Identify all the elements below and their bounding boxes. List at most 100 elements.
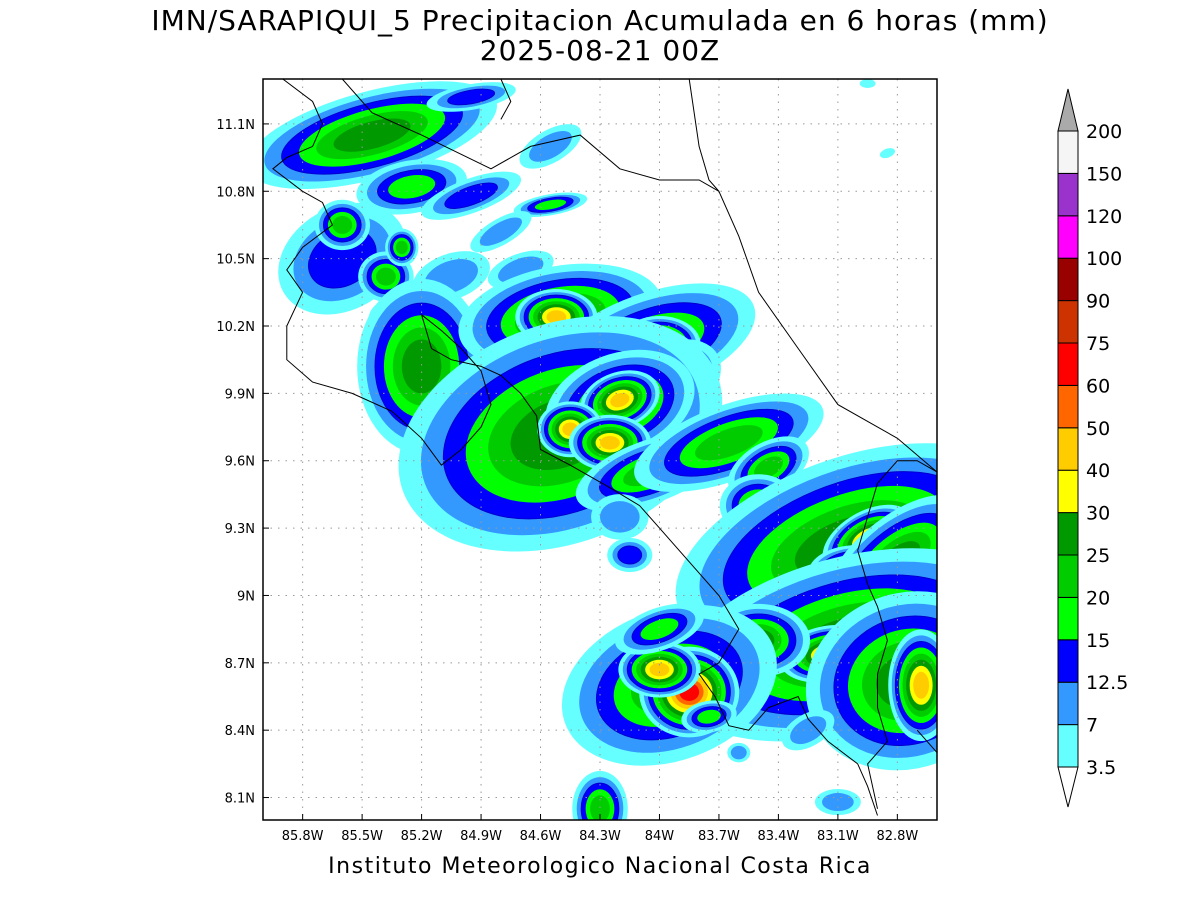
precip-contour — [479, 217, 522, 246]
precip-cell-26 — [568, 414, 652, 471]
tick-label-lat: 10.2N — [216, 320, 255, 335]
colorbar: 3.5 7 12.5 15 20 25 30 40 50 60 75 90 100 120 150 200 — [1057, 88, 1128, 808]
footer-credit: Instituto Meteorologico Nacional Costa R… — [328, 854, 872, 879]
colorbar-label: 50 — [1086, 418, 1110, 440]
precip-cell-4 — [421, 171, 522, 220]
colorbar-label: 30 — [1086, 503, 1110, 525]
tick-label-lat: 9.9N — [225, 387, 255, 402]
tick-label-lat: 9.6N — [225, 455, 255, 470]
precip-cell-8 — [314, 199, 371, 251]
tick-label-lon: 85.2W — [401, 829, 443, 844]
tick-label-lon: 83.7W — [698, 829, 740, 844]
colorbar-swatch — [1057, 639, 1079, 683]
precip-cell-52 — [781, 710, 835, 751]
tick-label-lon: 85.5W — [341, 829, 383, 844]
tick-label-lat: 8.1N — [225, 792, 255, 807]
precip-cell-33 — [607, 537, 653, 573]
precip-contour — [913, 671, 930, 699]
colorbar-under-arrow — [1057, 766, 1079, 808]
precip-contour — [640, 618, 679, 640]
tick-label-lon: 83.4W — [758, 829, 800, 844]
precip-contour — [332, 215, 353, 234]
colorbar-swatch — [1057, 596, 1079, 641]
colorbar-label: 90 — [1086, 291, 1110, 313]
colorbar-swatch — [1057, 300, 1079, 344]
precip-cell-55 — [859, 79, 876, 88]
precip-contour — [375, 267, 396, 286]
colorbar-swatch — [1057, 257, 1079, 302]
tick-label-lon: 83.1W — [817, 829, 859, 844]
tick-label-lon: 82.8W — [876, 829, 918, 844]
coastline — [688, 79, 937, 473]
tick-label-lon: 85.8W — [282, 829, 324, 844]
precip-contour — [401, 339, 442, 394]
precip-contour — [695, 425, 763, 461]
colorbar-label: 150 — [1086, 163, 1122, 185]
tick-label-lat: 8.4N — [225, 724, 255, 739]
coastline — [500, 79, 512, 120]
coastlines-layer — [272, 79, 937, 816]
tick-label-lat: 8.7N — [225, 657, 255, 672]
precip-cell-6 — [470, 211, 532, 253]
precip-cell-47 — [618, 641, 701, 698]
precip-contour — [388, 174, 436, 199]
precip-contour — [534, 199, 567, 210]
precip-cell-2 — [519, 124, 582, 169]
map-title: IMN/SARAPIQUI_5 Precipitacion Acumulada … — [151, 4, 1049, 37]
tick-label-lat: 10.8N — [216, 185, 255, 200]
colorbar-label: 120 — [1086, 206, 1122, 228]
precip-contour — [529, 131, 572, 162]
precip-cell-50 — [572, 771, 628, 820]
colorbar-swatch — [1057, 342, 1079, 386]
colorbar-swatch — [1057, 554, 1079, 598]
colorbar-swatch — [1057, 427, 1079, 471]
colorbar-swatch — [1057, 172, 1079, 217]
colorbar-label: 15 — [1086, 630, 1110, 652]
precip-contour — [600, 436, 620, 450]
precip-cell-44 — [888, 629, 937, 742]
tick-label-lat: 9N — [237, 589, 255, 604]
precip-cell-54 — [879, 148, 896, 159]
axis-ticks-layer: 85.8W 85.5W 85.2W 84.9W 84.6W 84.3W 84W 83.7W 83… — [216, 118, 918, 844]
precip-cell-1 — [426, 82, 516, 112]
tick-label-lon: 84W — [645, 829, 675, 844]
colorbar-swatch — [1057, 724, 1079, 768]
colorbar-label: 75 — [1086, 333, 1110, 355]
precip-contour — [610, 392, 630, 408]
precip-contour — [444, 182, 498, 209]
precip-contour — [754, 456, 783, 479]
colorbar-label: 12.5 — [1086, 672, 1128, 694]
colorbar-label: 60 — [1086, 375, 1110, 397]
colorbar-label: 200 — [1086, 121, 1122, 143]
colorbar-swatch — [1057, 469, 1079, 514]
map-subtitle-datetime: 2025-08-21 00Z — [479, 34, 721, 67]
colorbar-swatch — [1057, 215, 1079, 259]
precip-contour — [697, 709, 721, 724]
precip-contour — [879, 148, 896, 159]
colorbar-label: 3.5 — [1086, 757, 1116, 779]
tick-label-lon: 84.6W — [520, 829, 562, 844]
precip-contour — [333, 118, 411, 152]
tick-label-lon: 84.9W — [460, 829, 502, 844]
precip-contour — [822, 793, 854, 812]
precip-contour — [600, 501, 640, 533]
precip-contour — [649, 662, 670, 677]
colorbar-swatch — [1057, 384, 1079, 429]
precip-contour — [859, 79, 876, 88]
precip-contour — [617, 545, 643, 565]
tick-label-lat: 10.5N — [216, 253, 255, 268]
colorbar-label: 40 — [1086, 460, 1110, 482]
colorbar-label: 20 — [1086, 587, 1110, 609]
precip-cell-32 — [591, 494, 649, 540]
colorbar-swatch — [1057, 512, 1079, 556]
colorbar-swatch — [1057, 130, 1079, 174]
precipitation-cells-layer — [263, 79, 937, 820]
colorbar-label: 100 — [1086, 248, 1122, 270]
precip-cell-51 — [814, 789, 861, 816]
precip-cell-28 — [634, 393, 824, 493]
tick-label-lat: 9.3N — [225, 522, 255, 537]
precip-contour — [447, 88, 496, 106]
colorbar-label: 7 — [1086, 715, 1098, 737]
colorbar-label: 25 — [1086, 545, 1110, 567]
